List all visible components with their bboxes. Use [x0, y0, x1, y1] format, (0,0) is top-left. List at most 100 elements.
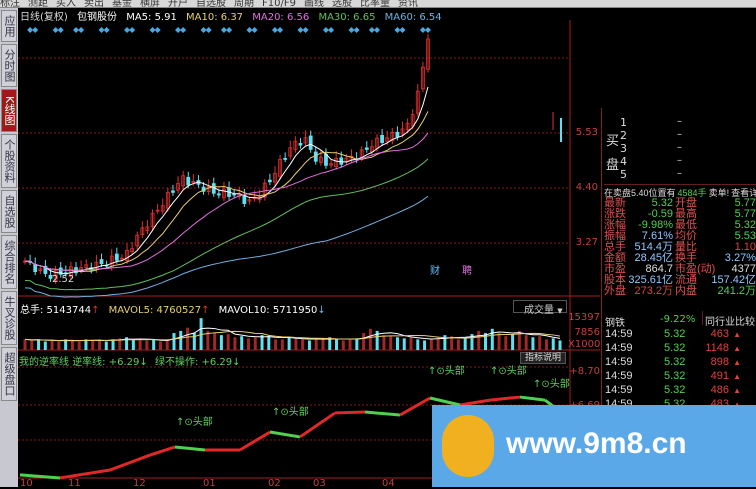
tab-1[interactable]: 分时图 — [1, 44, 17, 87]
event-diamond-icon — [154, 27, 161, 33]
toolbar-button[interactable]: 比率量 — [359, 0, 390, 8]
candle-body — [405, 122, 410, 131]
date-label: 11 — [68, 478, 81, 489]
toolbar-button[interactable]: 买入 — [56, 0, 76, 8]
toolbar-button[interactable]: 标注 — [0, 0, 20, 8]
volume-bar — [490, 328, 494, 350]
tab-0[interactable]: 应用 — [1, 10, 17, 42]
toolbar-button[interactable]: 周期 — [234, 0, 254, 8]
tab-2[interactable]: K线图 — [1, 89, 17, 132]
ma30-line — [24, 158, 429, 291]
candle-body — [150, 212, 155, 227]
quote-label: 最新 — [604, 197, 626, 209]
candle-body — [186, 176, 191, 186]
toolbar-button[interactable]: 画线 — [303, 0, 324, 8]
quote-value: 7.61% — [641, 230, 673, 242]
indicator-help-button[interactable]: 指标说明 — [520, 352, 566, 364]
sector-name[interactable]: 钢铁 — [605, 318, 625, 329]
indicator-segment — [109, 453, 151, 472]
volume-bar — [226, 334, 230, 350]
date-label: 04 — [382, 478, 395, 489]
event-diamond-icon — [226, 27, 233, 33]
toolbar-button[interactable]: 测距 — [28, 0, 48, 8]
volume-bar — [233, 337, 237, 350]
indicator-segment — [519, 395, 546, 402]
quote-label: 最高 — [675, 208, 697, 220]
arrow-up-icon: ▲ — [733, 372, 741, 381]
candle-body — [38, 268, 43, 271]
event-diamond-icon — [251, 27, 258, 33]
tab-6[interactable]: 牛叉诊股 — [1, 291, 17, 345]
tab-7[interactable]: 超级盘口 — [1, 347, 17, 401]
buy-price: – — [677, 155, 682, 166]
toolbar-button[interactable]: 自选股 — [196, 0, 226, 8]
toolbar-button[interactable]: 横屏 — [140, 0, 160, 8]
indicator-select[interactable]: 成交量 ▼ — [513, 300, 567, 316]
volume-bar — [301, 339, 305, 350]
quote-label: 市盈(动) — [675, 263, 716, 275]
buy-label: 买盘 — [606, 134, 620, 173]
volume-bar — [450, 336, 454, 350]
candle-body — [329, 163, 333, 166]
tab-3[interactable]: 个股资料 — [1, 134, 17, 188]
quote-row: 涨跌 -0.59 最高 5.77 — [602, 209, 756, 220]
indicator-axis-label: +8.70 — [569, 366, 600, 377]
tab-4[interactable]: 自选股 — [1, 190, 17, 233]
event-diamond-icon — [103, 27, 110, 33]
candle-body — [420, 66, 425, 90]
quote-value: 4377 — [731, 263, 756, 275]
tick-field: 14:59 — [605, 398, 633, 410]
volume-bar — [186, 327, 190, 350]
toolbar-button[interactable]: 资讯 — [397, 0, 418, 8]
event-diamond-icon — [328, 27, 335, 33]
chart-canvas[interactable] — [0, 0, 600, 487]
buy-level: 2 — [620, 129, 627, 142]
tab-5[interactable]: 综合排名 — [1, 235, 17, 289]
date-label: 12 — [133, 478, 146, 489]
quote-row: 外盘 273.2万 内盘 241.2万 — [602, 286, 756, 297]
candle-body — [364, 147, 369, 150]
volume-bar — [524, 335, 528, 350]
candle-body — [48, 274, 53, 279]
candle-body — [84, 264, 89, 269]
indicator-header: 我的逆率线 逆率线: +6.29↓ 绿不操作: +6.29↓ — [19, 357, 241, 368]
date-label: 02 — [268, 478, 281, 489]
buy-level: 1 — [620, 116, 627, 129]
candle-body — [69, 266, 73, 277]
quote-row: 股本 325.61亿 流通 157.42亿 — [602, 275, 756, 286]
event-diamond-icon — [200, 27, 207, 33]
volume-bar — [429, 339, 433, 350]
tick-row: 14:59 5.32 898 ▲ — [602, 357, 756, 368]
volume-bar — [558, 340, 562, 350]
quote-value: 325.61亿 — [628, 274, 673, 286]
toolbar-button[interactable]: 卖出 — [84, 0, 104, 8]
event-finance[interactable]: 财 — [430, 266, 440, 277]
quote-value: 5.77 — [734, 197, 756, 209]
candle-body — [400, 128, 405, 135]
candle-body — [410, 114, 415, 127]
quote-row: 总手 514.4万 量比 1.10 — [602, 242, 756, 253]
volume-bar — [172, 333, 176, 350]
toolbar-button[interactable]: 开户 — [168, 0, 188, 8]
volume-bar — [368, 328, 372, 350]
toolbar-button[interactable]: 选股 — [331, 0, 352, 8]
tick-field: 5.32 — [664, 342, 686, 354]
compare-button[interactable]: 同行业比较 — [702, 311, 756, 328]
toolbar-button[interactable]: F10/F9 — [262, 0, 296, 8]
indicator-segment — [59, 468, 111, 480]
tick-field: 463 — [710, 328, 729, 340]
toolbar-button[interactable]: 基金 — [112, 0, 132, 8]
period-label[interactable]: 日线(复权) — [20, 12, 68, 23]
tick-field: 14:59 — [605, 342, 633, 354]
volume-bar — [43, 341, 47, 350]
arrow-up-icon: ▲ — [733, 399, 741, 410]
quote-value: 5.77 — [734, 208, 756, 220]
volume-bar — [382, 335, 386, 350]
volume-bar — [91, 340, 95, 350]
quote-label: 量比 — [675, 241, 697, 253]
indicator-name[interactable]: 我的逆率线 — [19, 357, 69, 368]
volume-bar — [50, 340, 54, 350]
event-hire[interactable]: 聘 — [462, 266, 472, 277]
volume-bar — [253, 337, 257, 350]
